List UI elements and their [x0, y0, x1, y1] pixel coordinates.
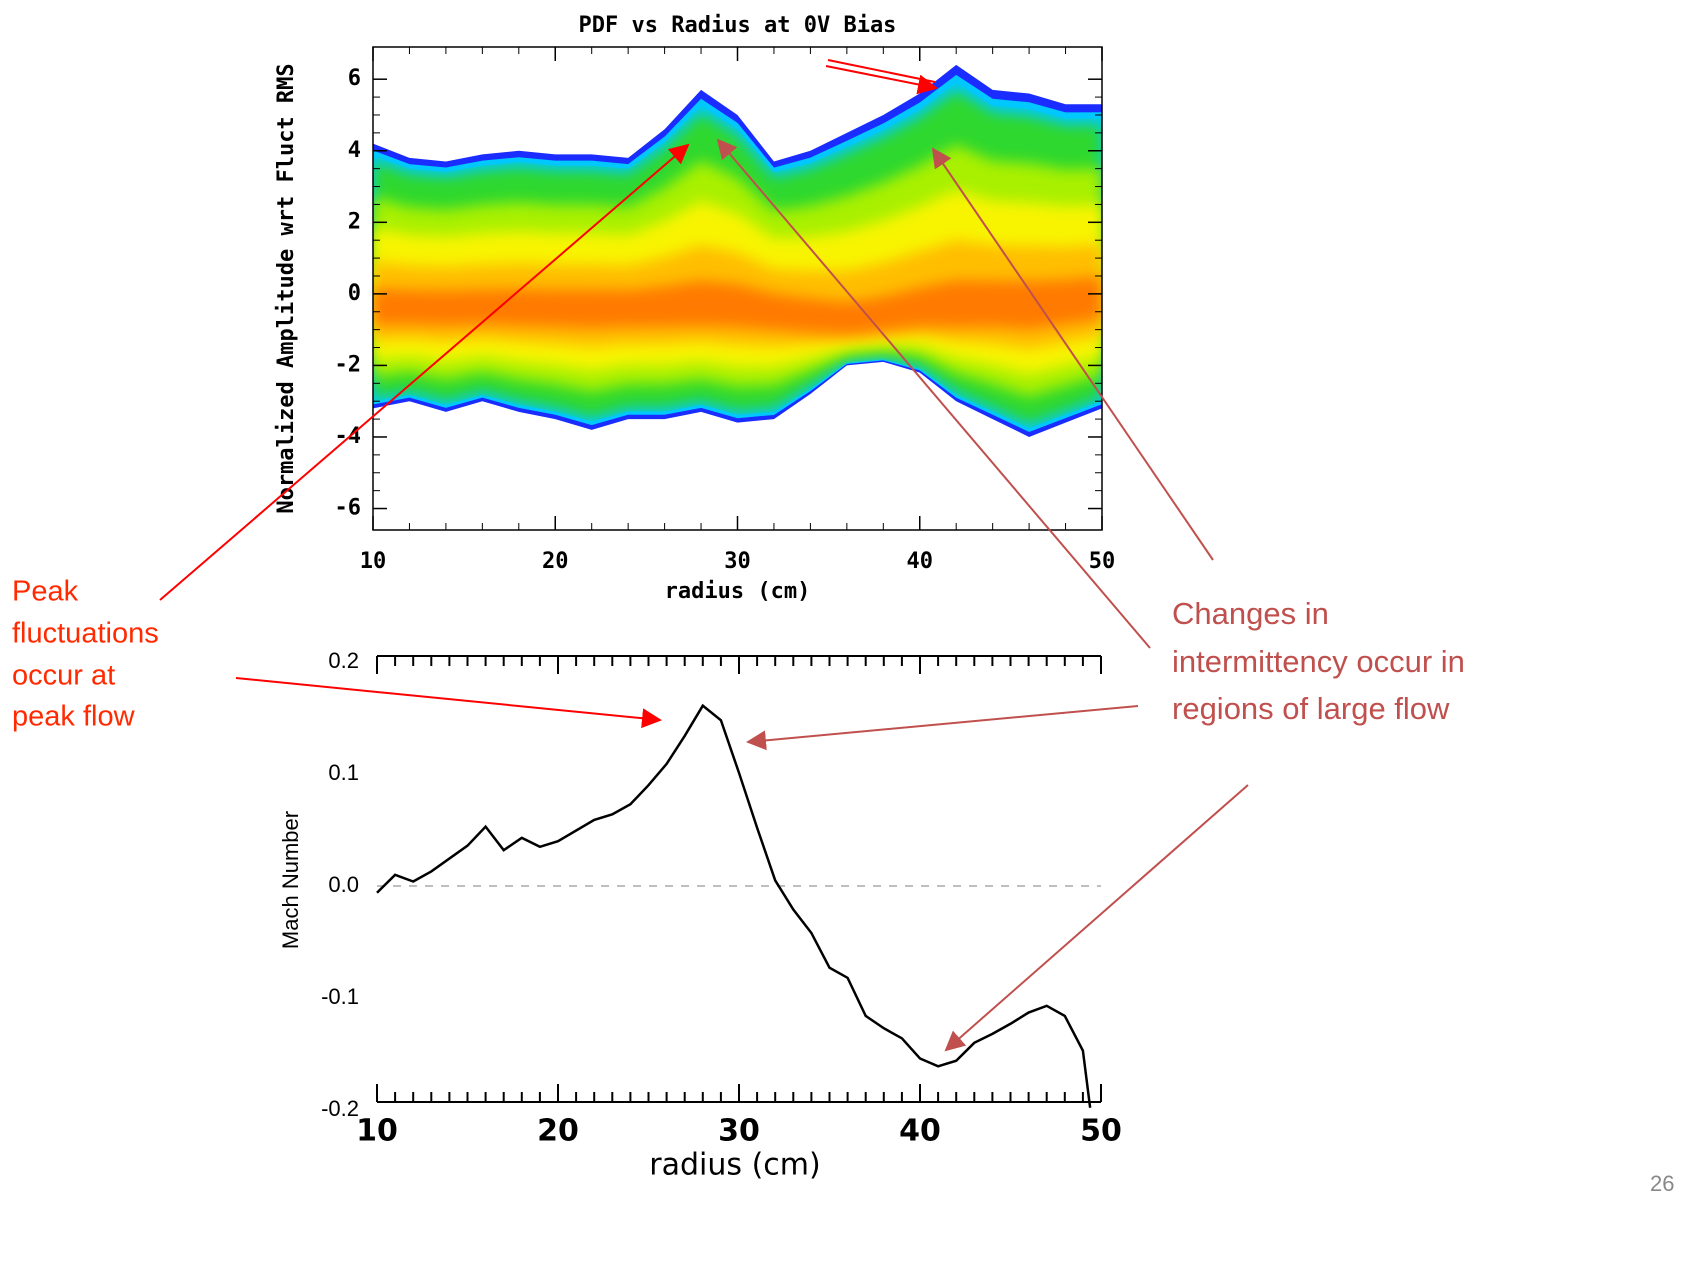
y-tick-label: -6 [335, 496, 362, 521]
arrow [746, 705, 1139, 751]
x-axis-label: radius (cm) [649, 1148, 820, 1183]
x-tick-label: 40 [899, 1114, 941, 1149]
y-tick-label: 6 [348, 66, 361, 91]
pdf-band [373, 276, 1102, 335]
arrow [159, 143, 690, 601]
x-tick-label: 10 [356, 1114, 398, 1149]
y-tick-label: 0.0 [328, 872, 359, 897]
x-tick-label: 50 [1089, 549, 1116, 574]
y-tick-label: 2 [348, 209, 361, 234]
arrow [716, 138, 1151, 649]
x-axis-label: radius (cm) [665, 579, 811, 604]
annotation-text: fluctuations [12, 618, 159, 650]
y-tick-label: 0 [348, 281, 361, 306]
annotation-text: Changes in [1172, 596, 1329, 631]
data-line [376, 703, 1092, 1108]
chart-title: PDF vs Radius at 0V Bias [579, 13, 897, 38]
arrow [827, 59, 936, 83]
arrow [825, 65, 938, 95]
y-axis-label: Mach Number [278, 811, 303, 949]
annotation-text: Peak [12, 576, 79, 608]
arrow [235, 677, 662, 729]
y-tick-label: -0.2 [321, 1096, 359, 1121]
x-tick-label: 20 [537, 1114, 579, 1149]
page-number: 26 [1650, 1171, 1674, 1196]
x-tick-label: 30 [718, 1114, 760, 1149]
annotation-text: intermittency occur in [1172, 644, 1465, 679]
arrow [944, 784, 1249, 1052]
x-tick-label: 10 [360, 549, 387, 574]
line-chart: 10 20 30 40 50 -0.2 -0.1 0.0 0.1 0.2 radius (cm) Ma… [278, 648, 1122, 1183]
x-tick-label: 30 [724, 549, 751, 574]
arrow [931, 147, 1214, 561]
y-tick-label: 4 [348, 138, 361, 163]
y-tick-label: 0.2 [328, 648, 359, 673]
annotation-text: occur at [12, 660, 115, 692]
annotation-text: regions of large flow [1172, 691, 1450, 726]
x-tick-label: 20 [542, 549, 569, 574]
annotation-text: peak flow [12, 701, 136, 733]
x-tick-label: 50 [1080, 1114, 1122, 1149]
y-tick-label: -2 [335, 352, 362, 377]
x-tick-label: 40 [907, 549, 934, 574]
heatmap-chart: PDF vs Radius at 0V Bias radius (cm) Norma… [274, 13, 1115, 604]
y-tick-label: -0.1 [321, 984, 359, 1009]
annotations: Peak fluctuations occur at peak flow Cha… [12, 59, 1465, 1052]
y-tick-label: 0.1 [328, 760, 359, 785]
pdf-core [373, 89, 1102, 425]
y-axis-label: Normalized Amplitude wrt Fluct RMS [274, 63, 299, 513]
